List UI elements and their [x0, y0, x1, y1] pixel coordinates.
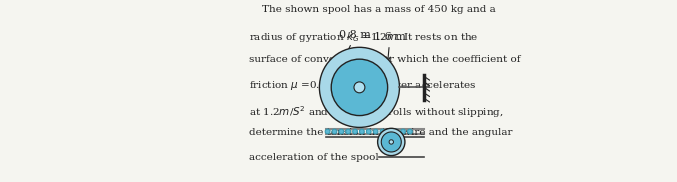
Text: The shown spool has a mass of 450 kg and a: The shown spool has a mass of 450 kg and… [249, 5, 496, 14]
Circle shape [381, 132, 401, 152]
Circle shape [378, 128, 405, 156]
Circle shape [332, 129, 336, 134]
Text: acceleration of the spool: acceleration of the spool [249, 153, 379, 162]
Circle shape [408, 129, 412, 134]
Circle shape [373, 129, 378, 134]
Text: friction $\mu$ =0.5. If the conveyer accelerates: friction $\mu$ =0.5. If the conveyer acc… [249, 79, 477, 92]
Text: $a_c$: $a_c$ [330, 101, 343, 113]
Text: at 1.2$m$/$S^{2}$ and the spools rolls without slipping,: at 1.2$m$/$S^{2}$ and the spools rolls w… [249, 104, 504, 120]
Circle shape [394, 129, 399, 134]
Text: determine the tension in the wire and the angular: determine the tension in the wire and th… [249, 128, 512, 137]
Circle shape [325, 129, 330, 134]
Circle shape [320, 47, 399, 127]
Circle shape [331, 59, 388, 116]
Circle shape [353, 129, 357, 134]
Circle shape [359, 129, 364, 134]
Text: radius of gyration $k_{G}$ =1.2$m$. It rests on the: radius of gyration $k_{G}$ =1.2$m$. It r… [249, 30, 479, 44]
Circle shape [366, 129, 371, 134]
Circle shape [380, 129, 385, 134]
Text: 0.8 m: 0.8 m [339, 30, 371, 64]
Circle shape [387, 129, 392, 134]
Circle shape [401, 129, 406, 134]
Text: 1.6 m: 1.6 m [374, 32, 406, 61]
Circle shape [339, 129, 344, 134]
Circle shape [346, 129, 351, 134]
Circle shape [354, 82, 365, 93]
Circle shape [389, 140, 393, 144]
Text: surface of conveyer belt for which the coefficient of: surface of conveyer belt for which the c… [249, 55, 521, 64]
